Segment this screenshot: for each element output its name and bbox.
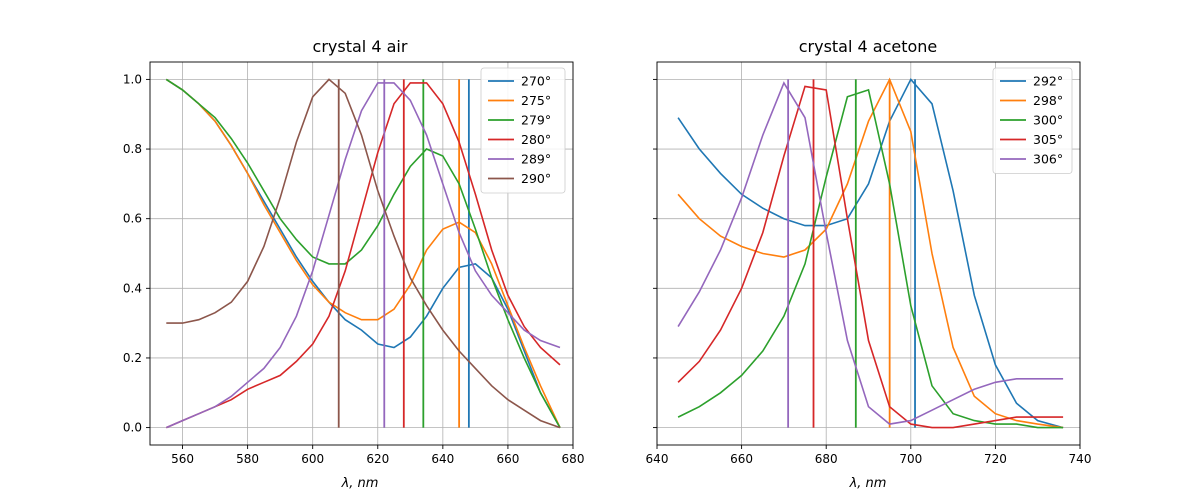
series-line — [165, 78, 561, 428]
x-tick-label: 620 — [366, 452, 389, 466]
legend-entry: 298° — [1033, 93, 1063, 108]
series-line — [165, 78, 561, 428]
x-tick-label: 680 — [562, 452, 585, 466]
y-tick-label: 1.0 — [123, 72, 142, 86]
y-tick-label: 0.8 — [123, 142, 142, 156]
x-tick-label: 660 — [496, 452, 519, 466]
legend-entry: 306° — [1033, 152, 1063, 167]
x-tick-label: 740 — [1069, 452, 1092, 466]
y-tick-label: 0.2 — [123, 351, 142, 365]
legend-entry: 290° — [521, 171, 551, 186]
plot-frame — [149, 61, 574, 446]
x-tick-label: 580 — [236, 452, 259, 466]
legend-entry: 270° — [521, 74, 551, 89]
x-tick-label: 720 — [984, 452, 1007, 466]
x-tick-label: 600 — [301, 452, 324, 466]
plot-frame — [656, 61, 1081, 446]
x-tick-label: 680 — [815, 452, 838, 466]
legend-entry: 275° — [521, 93, 551, 108]
x-axis-label: λ, nm — [849, 476, 887, 491]
legend: 270° 275° 279° 280° 289° 290° — [480, 67, 566, 194]
y-tick-label: 0.4 — [123, 281, 142, 295]
chart-panel-air: crystal 4 air λ, nm 560 580 600 620 640 660 68… — [123, 37, 585, 491]
legend-entry: 300° — [1033, 113, 1063, 128]
x-tick-label: 640 — [431, 452, 454, 466]
series-line — [677, 77, 1064, 429]
chart-title: crystal 4 acetone — [799, 37, 938, 56]
legend-entry: 289° — [521, 152, 551, 167]
x-tick-label: 700 — [899, 452, 922, 466]
x-tick-label: 640 — [646, 452, 669, 466]
legend-entry: 305° — [1033, 132, 1063, 147]
legend-box — [992, 67, 1073, 174]
y-tick-label: 0.0 — [123, 421, 142, 435]
legend: 292° 298° 300° 305° 306° — [992, 67, 1073, 174]
series-line — [677, 77, 1064, 429]
series-line — [677, 85, 1064, 429]
legend-box — [480, 67, 566, 194]
series-line — [165, 82, 561, 429]
x-tick-label: 560 — [171, 452, 194, 466]
x-tick-label: 660 — [730, 452, 753, 466]
x-axis-label: λ, nm — [341, 476, 379, 491]
chart-title: crystal 4 air — [313, 37, 408, 56]
series-line — [677, 81, 1064, 425]
legend-entry: 279° — [521, 113, 551, 128]
series-line — [677, 88, 1064, 429]
y-tick-label: 0.6 — [123, 212, 142, 226]
series-line — [165, 82, 561, 429]
series-line — [166, 78, 561, 429]
chart-panel-acetone: crystal 4 acetone λ, nm 640 660 680 700 720 7… — [646, 37, 1092, 491]
legend-entry: 280° — [521, 132, 551, 147]
legend-entry: 292° — [1033, 74, 1063, 89]
